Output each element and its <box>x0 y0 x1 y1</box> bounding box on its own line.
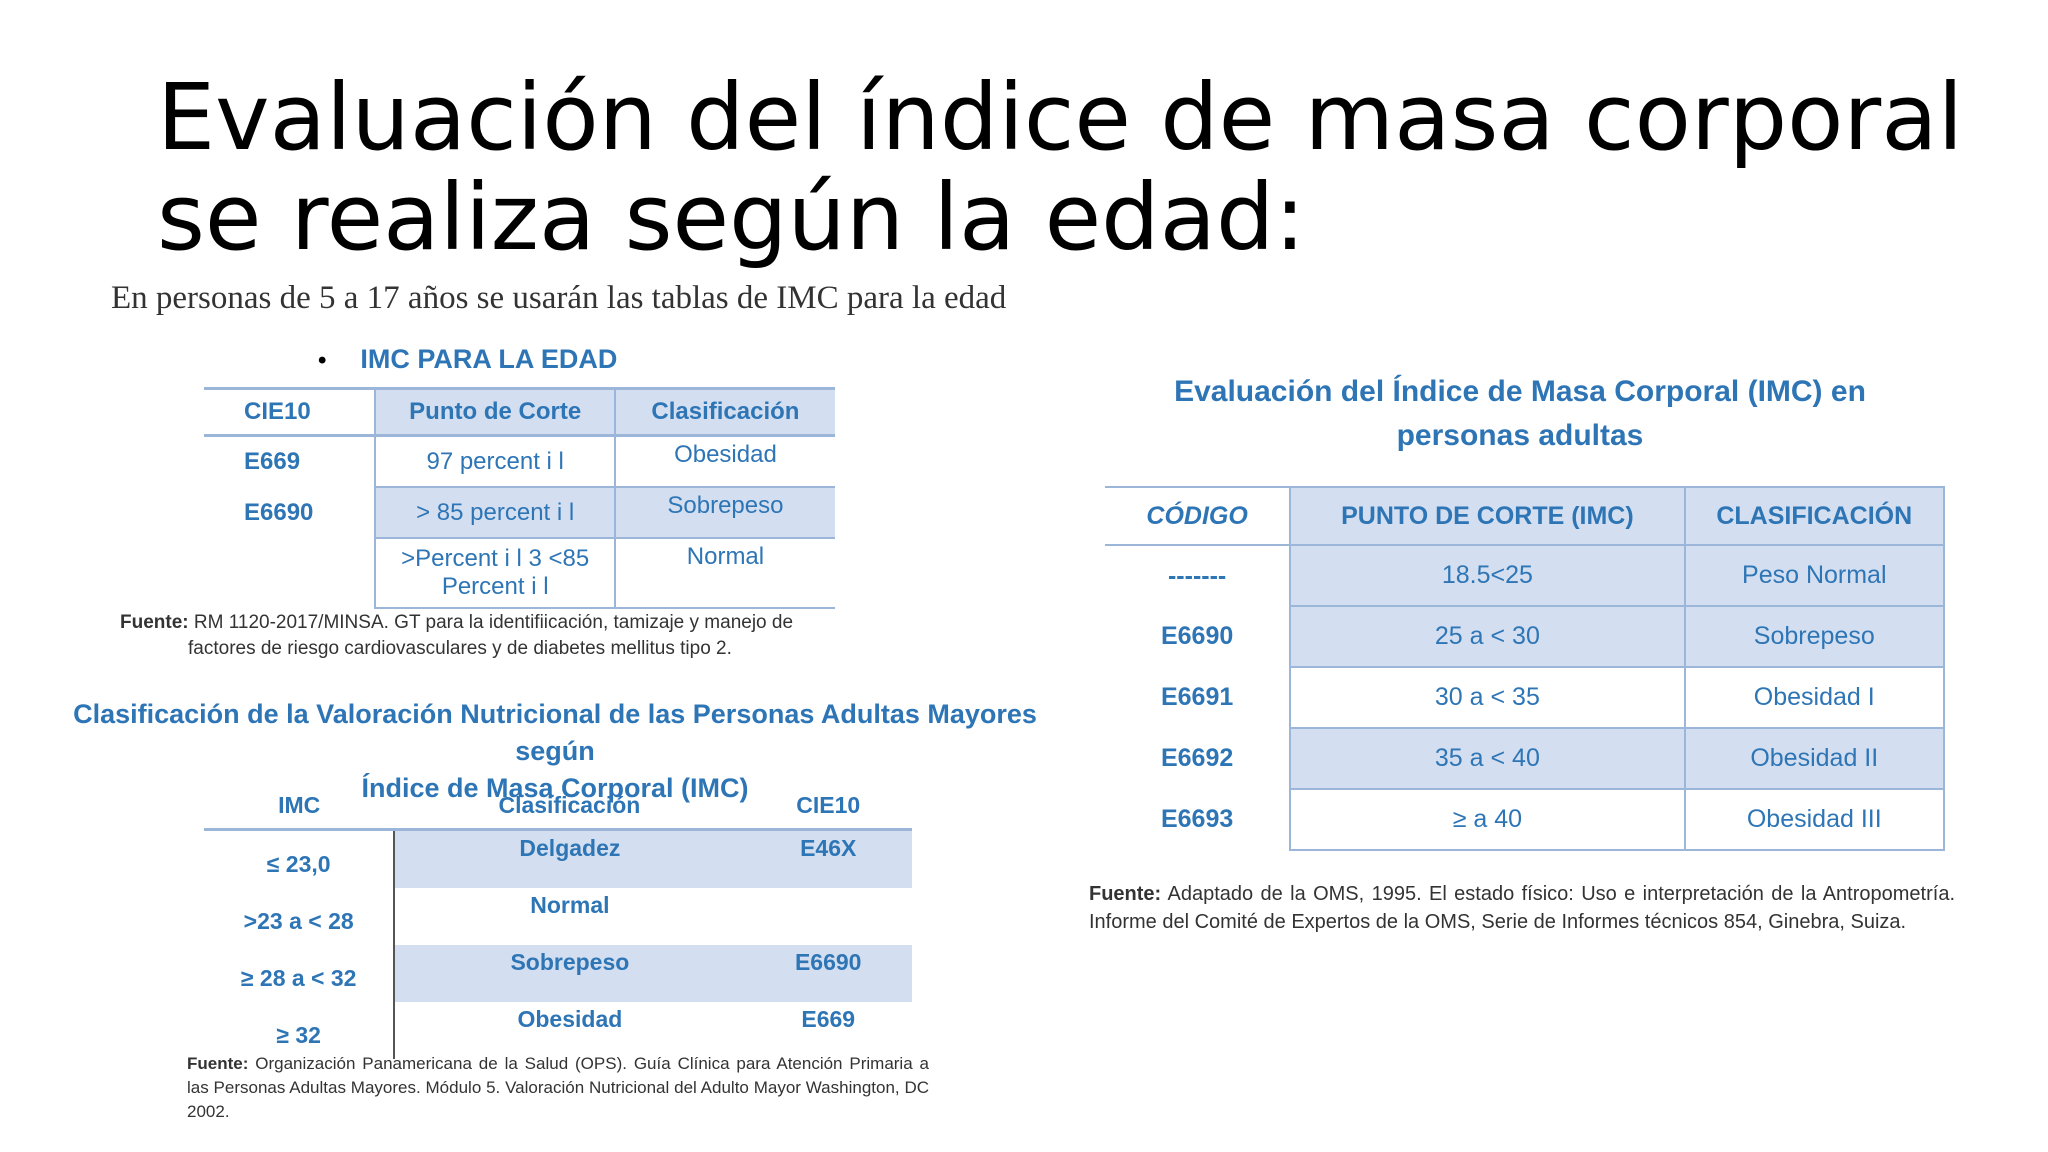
table-row: E6690 25 a < 30 Sobrepeso <box>1105 606 1946 668</box>
older-adults-table-source: Fuente: Organización Panamericana de la … <box>187 1052 929 1124</box>
column-header-class: CLASIFICACIÓN <box>1683 486 1946 546</box>
cell-cut: >Percent i l 3 <85 Percent i l <box>374 538 616 609</box>
cell-cut: ≥ a 40 <box>1289 789 1685 851</box>
source-text: Organización Panamericana de la Salud (O… <box>187 1054 929 1121</box>
heading-line-2: personas adultas <box>1396 419 1644 452</box>
cell-code: ------- <box>1167 561 1227 590</box>
cell-class: Sobrepeso <box>1683 606 1946 668</box>
table-row: ≤ 23,0 Delgadez E46X <box>204 829 912 888</box>
cell-cut: 18.5<25 <box>1289 545 1685 607</box>
older-adults-bmi-table: IMC Clasificación CIE10 ≤ 23,0 Delgadez … <box>204 782 912 1059</box>
slide-title-line-2: se realiza según la edad: <box>157 164 1306 271</box>
table-row: E669 97 percent i l Obesidad <box>204 435 835 488</box>
column-header-class: Clasificación <box>394 782 745 831</box>
cell-class: Obesidad II <box>1683 728 1946 790</box>
column-header-cie10: CIE10 <box>204 387 376 437</box>
cell-class: Peso Normal <box>1683 545 1946 607</box>
column-header-code: CÓDIGO <box>1105 486 1291 546</box>
source-line-1: RM 1120-2017/MINSA. GT para la identifii… <box>193 612 794 633</box>
table-header-row: CÓDIGO PUNTO DE CORTE (IMC) CLASIFICACIÓ… <box>1105 486 1946 546</box>
cell-cut: 97 percent i l <box>374 435 616 488</box>
cell-class: Normal <box>393 888 745 945</box>
cell-class: Normal <box>614 538 835 609</box>
cell-imc: ≥ 32 <box>276 1022 321 1048</box>
cell-class: Delgadez <box>393 829 745 888</box>
table-header-row: CIE10 Punto de Corte Clasificación <box>204 387 835 437</box>
heading-line-1: Clasificación de la Valoración Nutricion… <box>73 699 1037 766</box>
column-header-imc: IMC <box>204 782 395 831</box>
table-row: >23 a < 28 Normal <box>204 888 912 945</box>
cell-cut-line-2: Percent i l <box>441 573 549 600</box>
cell-cut: 30 a < 35 <box>1289 667 1685 729</box>
table-row: ------- 18.5<25 Peso Normal <box>1105 545 1946 607</box>
cell-code <box>744 888 912 945</box>
cell-class: Sobrepeso <box>614 487 835 539</box>
children-table-heading: • IMC PARA LA EDAD <box>318 344 617 375</box>
slide-title: Evaluación del índice de masa corporal s… <box>157 68 1977 268</box>
cell-code: E6691 <box>1160 683 1234 711</box>
source-label: Fuente: <box>187 1054 249 1073</box>
slide-title-line-1: Evaluación del índice de masa corporal <box>157 64 1964 171</box>
table-row: ≥ 28 a < 32 Sobrepeso E6690 <box>204 945 912 1002</box>
adults-table-heading: Evaluación del Índice de Masa Corporal (… <box>1100 370 1940 458</box>
cell-code: E6690 <box>1160 622 1234 650</box>
column-header-class: Clasificación <box>614 387 835 437</box>
cell-code: E6690 <box>744 945 912 1002</box>
adults-table-source: Fuente: Adaptado de la OMS, 1995. El est… <box>1089 880 1955 936</box>
cell-class: Obesidad III <box>1683 789 1946 851</box>
intro-text: En personas de 5 a 17 años se usarán las… <box>111 280 1007 316</box>
source-line-2: factores de riesgo cardiovasculares y de… <box>188 638 732 659</box>
source-label: Fuente: <box>1089 883 1162 905</box>
children-table-heading-text: IMC PARA LA EDAD <box>360 344 618 374</box>
cell-class: Sobrepeso <box>393 945 745 1002</box>
table-row: E6692 35 a < 40 Obesidad II <box>1105 728 1946 790</box>
cell-code: E669 <box>244 448 301 475</box>
column-header-cie10: CIE10 <box>744 782 912 831</box>
cell-cut: 25 a < 30 <box>1289 606 1685 668</box>
table-row: E6691 30 a < 35 Obesidad I <box>1105 667 1946 729</box>
cell-code: E669 <box>801 1006 856 1032</box>
table-row: ≥ 32 Obesidad E669 <box>204 1002 912 1059</box>
cell-class: Obesidad I <box>1683 667 1946 729</box>
table-row: E6690 > 85 percent i l Sobrepeso <box>204 487 835 539</box>
cell-cut: 35 a < 40 <box>1289 728 1685 790</box>
table-row: >Percent i l 3 <85 Percent i l Normal <box>204 538 835 609</box>
heading-line-1: Evaluación del Índice de Masa Corporal (… <box>1174 375 1866 408</box>
cell-imc: >23 a < 28 <box>243 908 354 934</box>
column-header-cut: Punto de Corte <box>374 387 616 437</box>
source-label: Fuente: <box>120 612 189 633</box>
column-header-cut: PUNTO DE CORTE (IMC) <box>1289 486 1685 546</box>
children-table-source: Fuente: RM 1120-2017/MINSA. GT para la i… <box>120 610 840 662</box>
table-row: E6693 ≥ a 40 Obesidad III <box>1105 789 1946 851</box>
cell-class: Obesidad <box>393 1002 745 1059</box>
source-text: Adaptado de la OMS, 1995. El estado físi… <box>1089 883 1956 933</box>
cell-code: E6690 <box>244 498 314 526</box>
cell-code: E6692 <box>1160 744 1234 772</box>
children-bmi-table: CIE10 Punto de Corte Clasificación E669 … <box>204 387 835 609</box>
cell-code: E6693 <box>1160 805 1234 833</box>
cell-cut-line-1: >Percent i l 3 <85 <box>401 545 590 572</box>
cell-imc: ≥ 28 a < 32 <box>240 965 357 991</box>
adults-bmi-table: CÓDIGO PUNTO DE CORTE (IMC) CLASIFICACIÓ… <box>1105 486 1946 851</box>
bullet-icon: • <box>318 347 327 374</box>
cell-class: Obesidad <box>614 435 835 488</box>
cell-imc: ≤ 23,0 <box>266 851 331 877</box>
cell-cut: > 85 percent i l <box>374 487 616 539</box>
cell-code: E46X <box>744 829 912 888</box>
table-header-row: IMC Clasificación CIE10 <box>204 782 912 831</box>
cell-code <box>204 538 375 608</box>
